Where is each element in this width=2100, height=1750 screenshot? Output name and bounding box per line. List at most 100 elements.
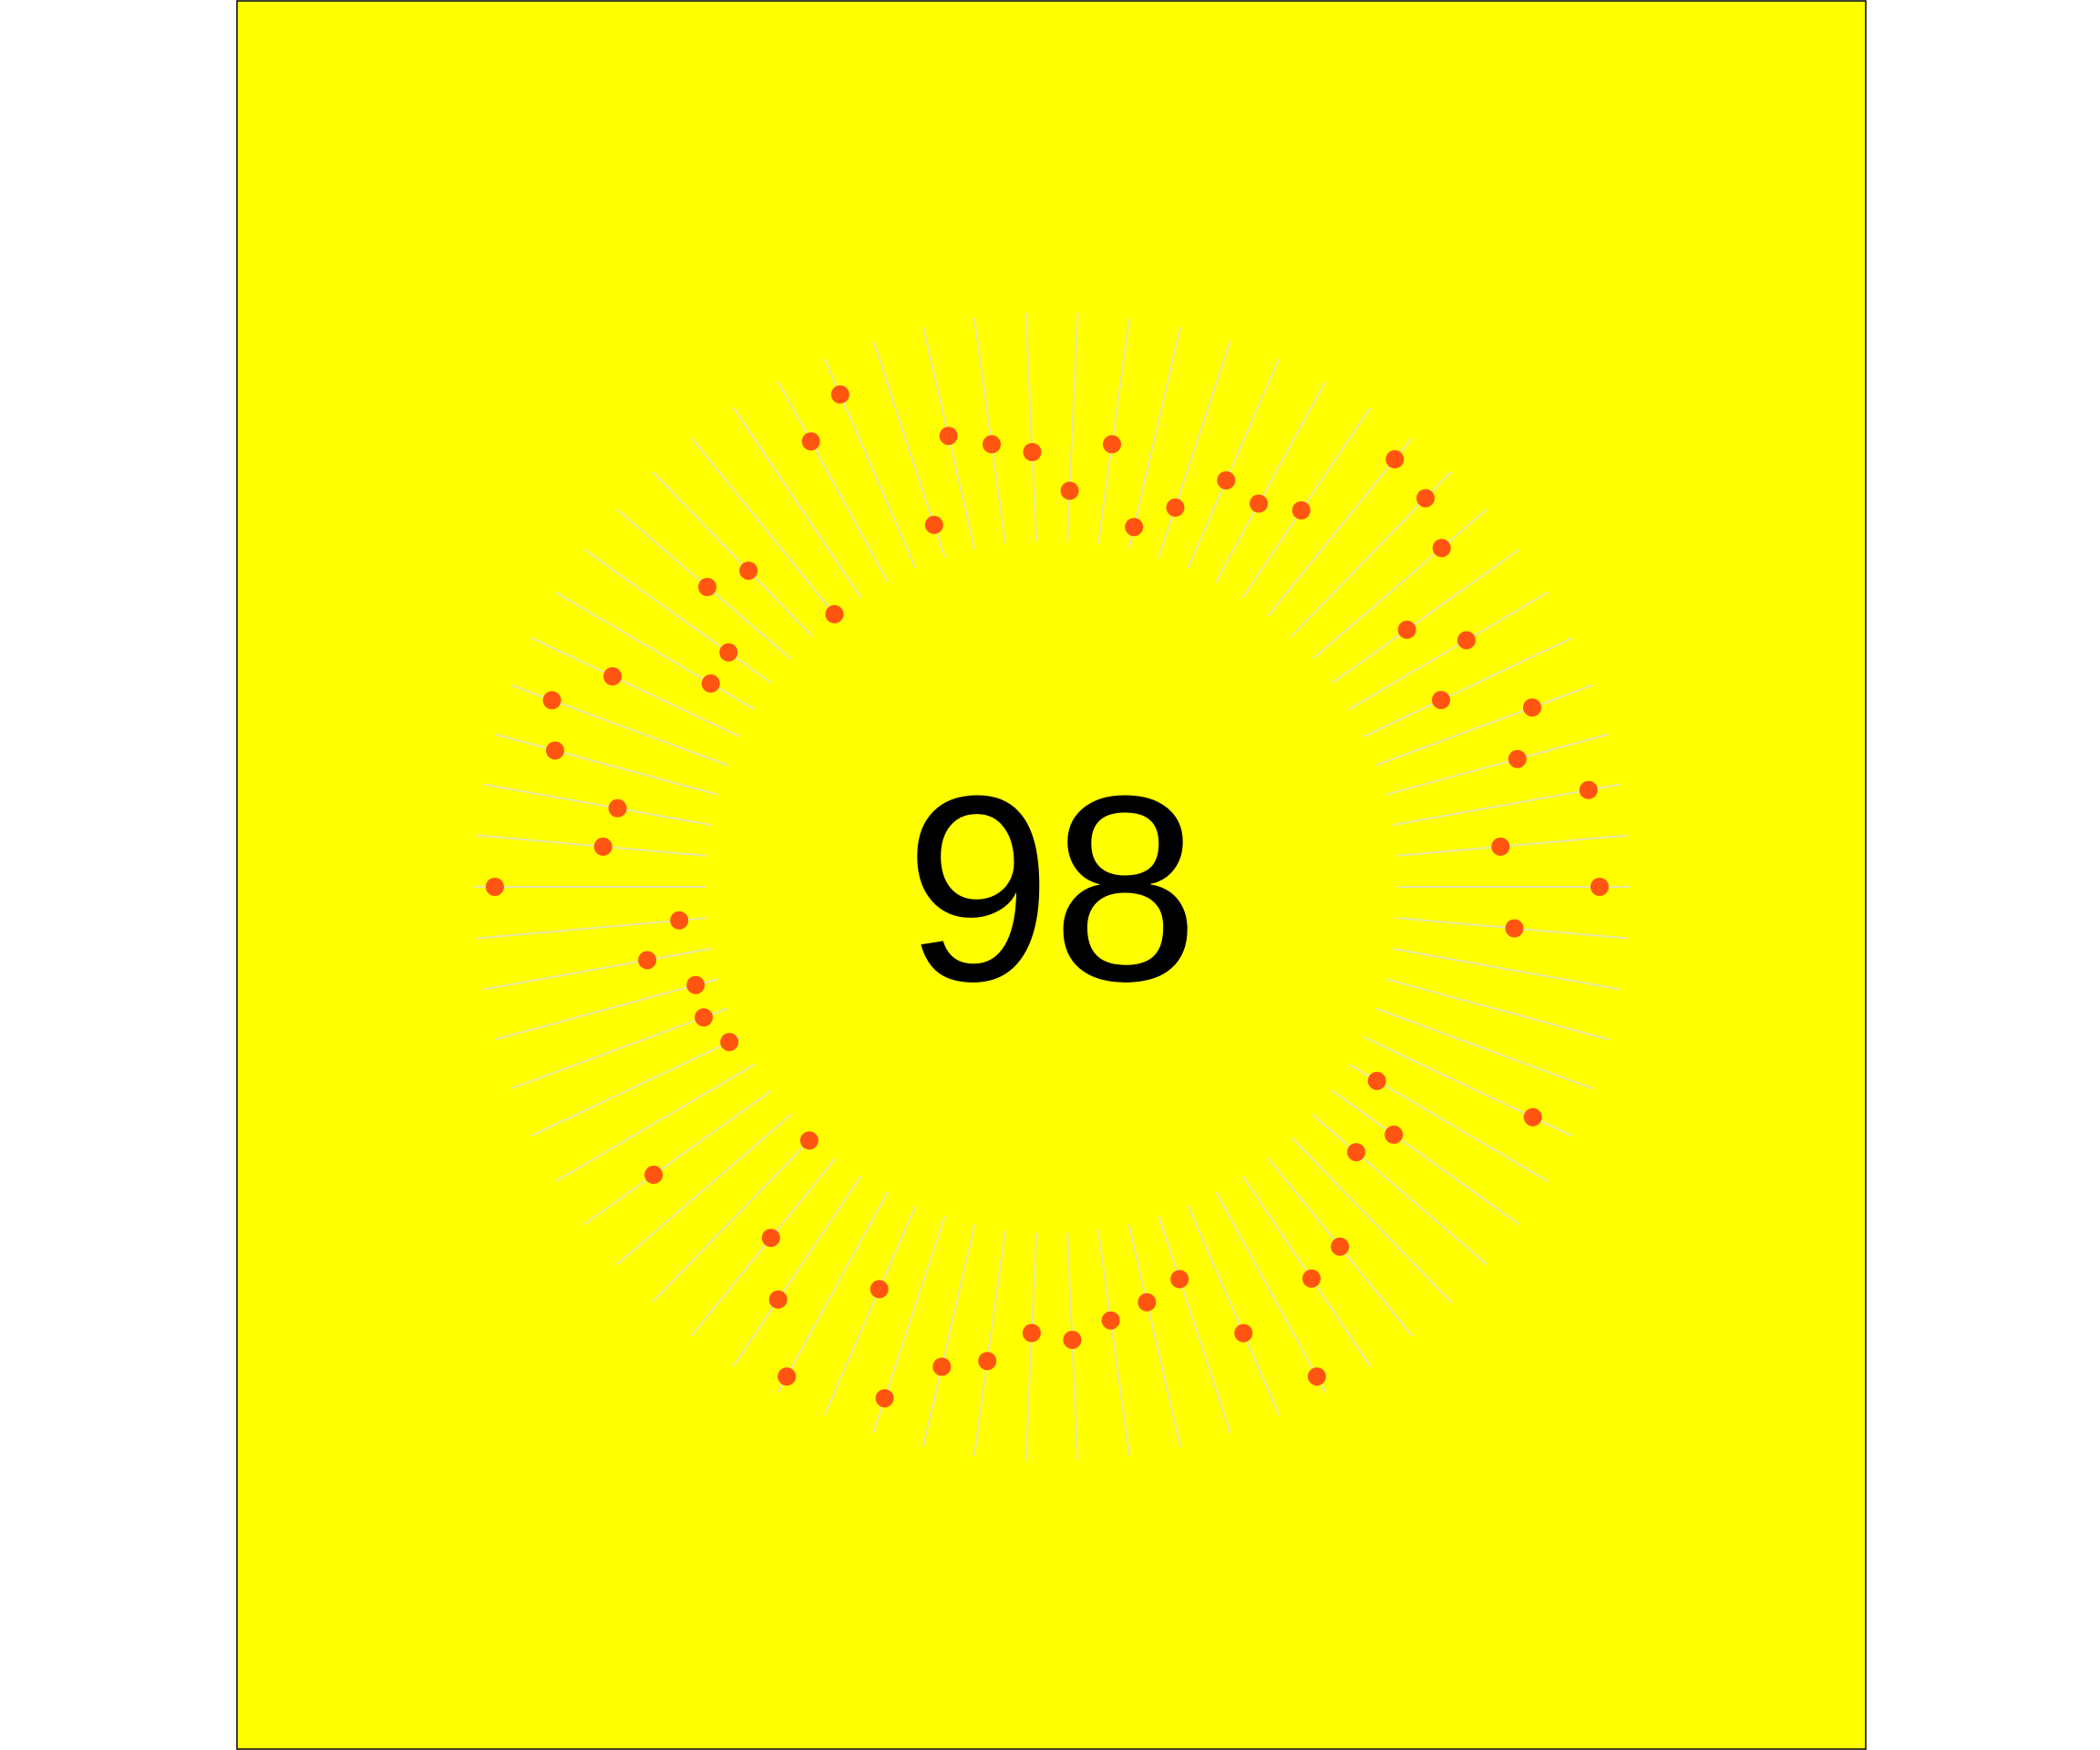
spoke-dot[interactable] [1292,500,1311,520]
spoke-dot[interactable] [546,741,564,760]
spoke-track [1312,508,1488,660]
spoke-dot[interactable] [761,1229,780,1248]
spoke-track [1331,1089,1520,1226]
spoke-dot[interactable] [825,604,844,623]
spoke-dot[interactable] [686,975,705,994]
spoke-track [1267,437,1414,617]
spoke-dot[interactable] [1590,878,1609,896]
spoke-dot[interactable] [1023,443,1042,461]
spoke-dot[interactable] [1347,1143,1365,1162]
spoke-dot[interactable] [830,385,849,404]
spoke-track [1348,592,1549,710]
spoke-dot[interactable] [978,1352,997,1371]
spoke-dot[interactable] [1138,1292,1157,1312]
dots-layer [485,385,1609,1408]
spoke-dot[interactable] [932,1357,952,1376]
spoke-dot[interactable] [801,432,820,451]
spoke-dot[interactable] [638,951,657,970]
spoke-dot[interactable] [670,911,689,930]
spoke-dot[interactable] [698,578,716,596]
spoke-track [583,1089,773,1226]
spoke-dot[interactable] [777,1367,797,1386]
spoke-track [1127,1224,1182,1447]
spoke-track [1066,313,1079,541]
spoke-track [1187,358,1281,569]
spoke-track [1375,684,1593,767]
spoke-track [732,407,862,599]
spoke-dot[interactable] [593,837,612,856]
spoke-dot[interactable] [1397,620,1416,639]
spoke-dot[interactable] [799,1131,818,1150]
spoke-dot[interactable] [701,674,720,693]
spoke-dot[interactable] [1307,1367,1326,1386]
spoke-dot[interactable] [1331,1237,1350,1256]
spoke-dot[interactable] [1491,837,1510,856]
spoke-dot[interactable] [939,427,958,446]
spoke-dot[interactable] [1505,919,1524,938]
spoke-dot[interactable] [768,1290,788,1309]
spoke-track [555,1064,756,1182]
spoke-track [476,834,707,857]
spoke-dot[interactable] [1457,631,1476,650]
spoke-dot[interactable] [1367,1071,1386,1090]
spoke-dot[interactable] [1523,1107,1542,1127]
spoke-track [1290,1137,1452,1303]
spoke-dot[interactable] [875,1389,894,1408]
spoke-dot[interactable] [1125,518,1144,537]
spoke-dot[interactable] [1022,1323,1041,1343]
spoke-dot[interactable] [924,515,943,534]
spoke-dot[interactable] [1579,780,1598,799]
spoke-track [1385,978,1610,1041]
spoke-track [1024,1232,1037,1461]
spoke-track [1097,317,1131,544]
spoke-dot[interactable] [720,1033,739,1052]
spoke-track [494,733,718,796]
spoke-dot[interactable] [1385,1125,1404,1144]
spoke-track [510,1007,728,1090]
spoke-dot[interactable] [542,691,561,710]
spoke-dot[interactable] [1217,471,1236,489]
spoke-track [652,1137,814,1303]
spoke-dot[interactable] [739,561,758,581]
spoke-dot[interactable] [1523,698,1541,717]
spoke-dot[interactable] [1234,1323,1253,1343]
spoke-track [555,592,756,710]
spoke-dot[interactable] [1063,1331,1082,1349]
spoke-dot[interactable] [1166,498,1185,517]
spoke-track [1215,380,1327,582]
spoke-dot[interactable] [1416,489,1435,508]
spoke-track [1097,1230,1131,1457]
board-background [236,0,1867,1750]
spoke-dot[interactable] [1302,1269,1321,1288]
spoke-dot[interactable] [1385,449,1405,468]
spoke-dot[interactable] [608,798,627,818]
spoke-track [583,548,773,685]
spoke-track [823,1205,917,1415]
spoke-track [1241,1175,1372,1367]
spoke-dot[interactable] [1432,691,1450,709]
spoke-dot[interactable] [603,667,622,685]
spoke-dot[interactable] [1432,539,1451,558]
spoke-track [777,1191,889,1394]
spoke-dot[interactable] [1250,494,1268,513]
spoke-dot[interactable] [644,1165,664,1184]
spoke-dot[interactable] [1508,749,1527,768]
spoke-dot[interactable] [1170,1270,1189,1289]
spoke-track [921,1224,976,1447]
spoke-track [1385,733,1610,796]
spoke-track [1396,834,1628,857]
spoke-dot[interactable] [870,1280,889,1299]
spoke-track [1187,1205,1281,1415]
spoke-dot[interactable] [695,1008,714,1027]
spoke-track [1375,1007,1593,1090]
spoke-dot[interactable] [485,878,504,896]
spoke-dot[interactable] [983,435,1001,454]
spoke-dot[interactable] [1101,1311,1120,1330]
spoke-dot[interactable] [719,643,738,662]
spoke-track [973,1230,1006,1457]
spoke-dot[interactable] [1060,481,1079,500]
spoke-track [1127,326,1182,550]
spoke-dot[interactable] [1103,435,1121,454]
spoke-track [690,1157,837,1337]
